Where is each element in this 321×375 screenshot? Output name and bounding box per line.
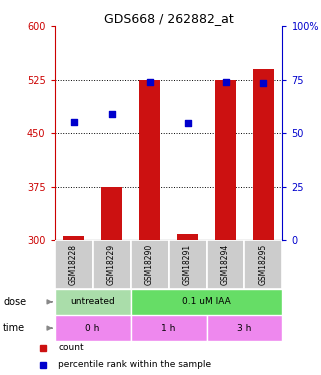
Text: 0 h: 0 h xyxy=(85,324,100,333)
Text: count: count xyxy=(58,344,84,352)
Text: GSM18294: GSM18294 xyxy=(221,244,230,285)
Point xyxy=(261,80,266,86)
Bar xyxy=(55,289,131,315)
Bar xyxy=(206,315,282,341)
Text: time: time xyxy=(3,323,25,333)
Text: GSM18290: GSM18290 xyxy=(145,244,154,285)
Point xyxy=(71,119,76,125)
Title: GDS668 / 262882_at: GDS668 / 262882_at xyxy=(104,12,233,25)
Point xyxy=(109,111,114,117)
Point xyxy=(185,120,190,126)
Bar xyxy=(131,289,282,315)
Bar xyxy=(101,187,122,240)
Bar xyxy=(131,315,206,341)
Text: GSM18229: GSM18229 xyxy=(107,244,116,285)
Bar xyxy=(169,240,206,289)
Text: GSM18291: GSM18291 xyxy=(183,244,192,285)
Text: untreated: untreated xyxy=(70,297,115,306)
Bar xyxy=(215,80,236,240)
Text: GSM18295: GSM18295 xyxy=(259,244,268,285)
Text: 1 h: 1 h xyxy=(161,324,176,333)
Bar xyxy=(177,234,198,240)
Point xyxy=(223,79,228,85)
Text: 3 h: 3 h xyxy=(237,324,252,333)
Text: 0.1 uM IAA: 0.1 uM IAA xyxy=(182,297,231,306)
Bar xyxy=(131,240,169,289)
Bar xyxy=(55,240,92,289)
Text: dose: dose xyxy=(3,297,26,307)
Point xyxy=(147,79,152,85)
Bar xyxy=(245,240,282,289)
Bar xyxy=(206,240,245,289)
Bar xyxy=(139,80,160,240)
Bar xyxy=(55,315,131,341)
Text: GSM18228: GSM18228 xyxy=(69,244,78,285)
Text: percentile rank within the sample: percentile rank within the sample xyxy=(58,360,211,369)
Bar xyxy=(63,237,84,240)
Bar xyxy=(92,240,131,289)
Bar xyxy=(253,69,274,240)
